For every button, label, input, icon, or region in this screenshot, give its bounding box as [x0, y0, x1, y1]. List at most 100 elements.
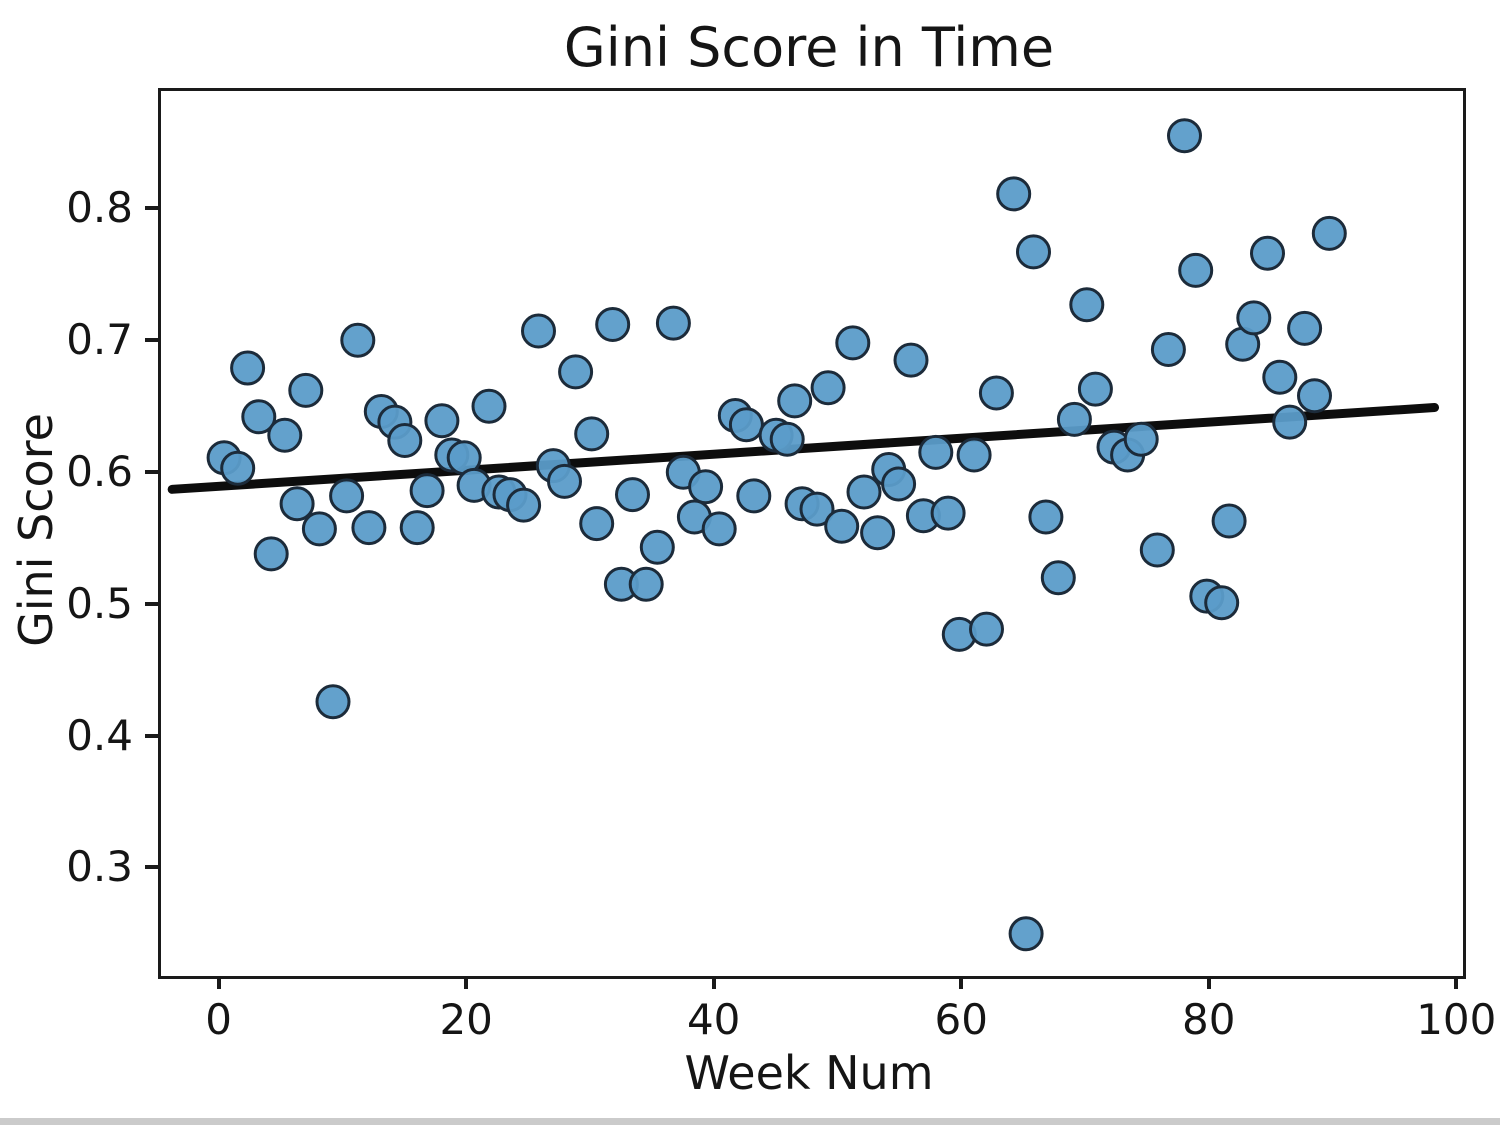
data-point: [1178, 252, 1214, 288]
y-tick-mark: [145, 601, 158, 606]
y-tick-label: 0.3: [66, 842, 133, 892]
data-point: [279, 486, 315, 522]
y-tick-label: 0.6: [66, 446, 133, 496]
data-point: [595, 307, 631, 342]
data-point: [1272, 404, 1308, 440]
data-point: [628, 566, 664, 602]
x-tick-label: 80: [1182, 995, 1236, 1044]
data-point: [846, 474, 882, 510]
data-point: [1262, 359, 1298, 395]
data-point: [574, 416, 610, 452]
data-point: [315, 684, 351, 720]
y-tick-mark: [145, 206, 158, 211]
data-point: [1150, 332, 1186, 367]
y-tick-mark: [145, 469, 158, 474]
data-point: [1028, 499, 1064, 535]
data-point: [1167, 118, 1202, 154]
data-point: [1204, 585, 1240, 621]
data-point: [824, 508, 860, 544]
data-point: [1056, 401, 1092, 437]
data-point: [288, 372, 324, 408]
y-tick-label: 0.8: [66, 183, 133, 233]
data-point: [893, 342, 929, 378]
data-point: [1016, 234, 1051, 270]
data-point: [506, 487, 542, 523]
data-point: [230, 350, 266, 386]
data-point: [1287, 310, 1323, 346]
x-tick-label: 0: [205, 995, 232, 1044]
data-point: [1297, 378, 1332, 414]
x-tick-mark: [216, 976, 221, 989]
data-point: [1040, 560, 1076, 596]
data-point: [956, 437, 992, 473]
data-point: [351, 510, 387, 546]
plot-area: [158, 88, 1466, 979]
y-tick-label: 0.5: [66, 578, 133, 628]
screen-bottom-edge: [0, 1118, 1500, 1125]
y-tick-mark: [145, 337, 158, 342]
x-tick-label: 100: [1416, 995, 1497, 1044]
x-tick-mark: [959, 976, 964, 989]
data-point: [424, 403, 460, 439]
x-tick-label: 60: [934, 995, 988, 1044]
data-point: [1069, 287, 1105, 323]
data-point: [655, 305, 691, 341]
data-point: [1008, 916, 1044, 952]
data-point: [329, 478, 365, 514]
data-point: [579, 506, 615, 542]
data-point: [688, 469, 724, 505]
data-point: [471, 388, 507, 424]
data-point: [220, 450, 256, 486]
data-point: [399, 510, 435, 546]
data-point: [1077, 371, 1113, 407]
x-tick-label: 20: [439, 995, 493, 1044]
data-point: [728, 407, 764, 443]
data-point: [918, 434, 954, 470]
data-point: [267, 417, 303, 453]
data-point: [253, 536, 289, 572]
data-point: [881, 466, 917, 502]
data-point: [930, 495, 966, 531]
y-tick-label: 0.4: [66, 710, 133, 760]
data-point: [340, 322, 376, 358]
y-tick-mark: [145, 865, 158, 870]
y-axis-label: Gini Score: [9, 413, 63, 647]
data-point: [301, 511, 337, 547]
data-point: [615, 477, 650, 513]
data-point: [736, 478, 772, 514]
x-tick-mark: [711, 976, 716, 989]
scatter-canvas: [167, 118, 1440, 952]
data-point: [769, 421, 805, 457]
data-point: [810, 370, 846, 406]
x-tick-mark: [464, 976, 469, 989]
data-point: [978, 375, 1014, 411]
data-point: [387, 423, 423, 458]
data-point: [547, 463, 582, 499]
data-point: [1139, 532, 1175, 568]
y-tick-label: 0.7: [66, 314, 133, 364]
y-tick-mark: [145, 733, 158, 738]
data-point: [1211, 503, 1247, 539]
data-point: [799, 491, 835, 527]
data-point: [777, 383, 813, 419]
data-point: [521, 313, 556, 349]
data-point: [701, 511, 737, 547]
data-point: [1311, 215, 1347, 251]
x-tick-label: 40: [686, 995, 741, 1044]
data-point: [1236, 300, 1272, 336]
data-point: [996, 176, 1032, 212]
data-point: [969, 611, 1004, 647]
data-point: [1123, 421, 1159, 457]
x-axis-label: Week Num: [684, 1046, 934, 1100]
data-point: [241, 399, 277, 435]
data-point: [835, 325, 871, 361]
data-point: [639, 529, 675, 565]
data-point: [1250, 235, 1285, 271]
x-tick-mark: [1206, 976, 1211, 989]
chart-title: Gini Score in Time: [563, 16, 1055, 79]
x-tick-mark: [1454, 976, 1459, 989]
data-point: [860, 515, 896, 551]
data-point: [409, 473, 445, 509]
data-point: [558, 354, 594, 390]
